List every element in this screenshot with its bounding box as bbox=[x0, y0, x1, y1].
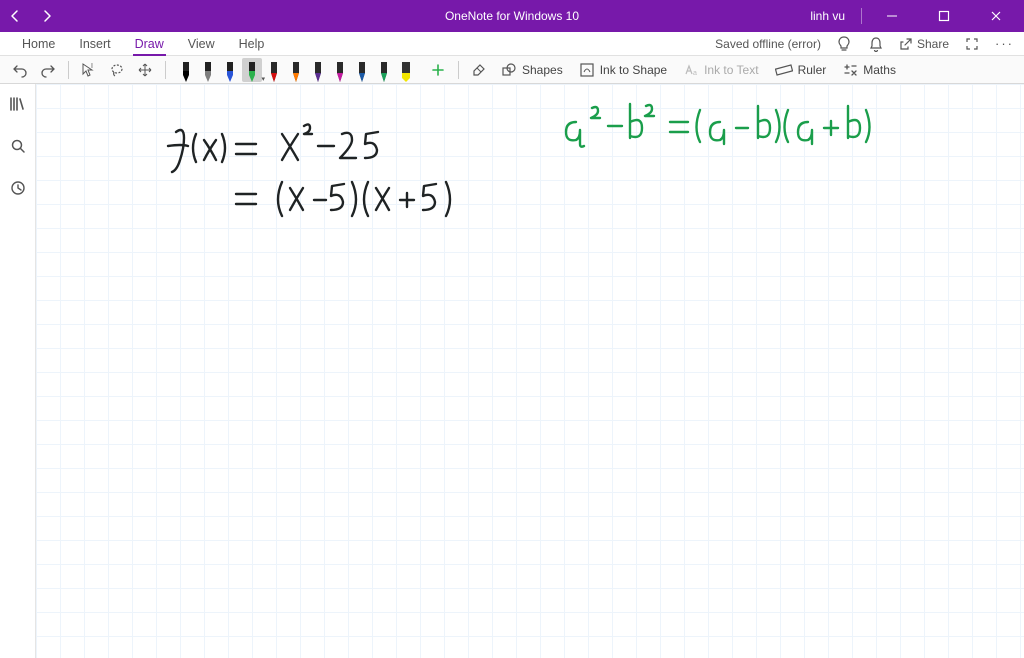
pen-2[interactable] bbox=[220, 58, 240, 82]
forward-button[interactable] bbox=[40, 9, 54, 23]
shapes-tool[interactable]: Shapes bbox=[497, 62, 567, 78]
undo-button[interactable] bbox=[10, 60, 30, 80]
share-button[interactable]: Share bbox=[899, 37, 949, 51]
ruler-tool[interactable]: Ruler bbox=[771, 63, 831, 77]
maximize-button[interactable] bbox=[922, 0, 966, 32]
more-button[interactable]: ··· bbox=[995, 35, 1014, 53]
tab-insert[interactable]: Insert bbox=[67, 32, 122, 55]
pen-3[interactable]: ▾ bbox=[242, 58, 262, 82]
notebooks-button[interactable] bbox=[8, 94, 28, 114]
svg-text:I: I bbox=[91, 63, 93, 70]
ink-to-shape-label: Ink to Shape bbox=[600, 63, 667, 77]
pen-5[interactable] bbox=[286, 58, 306, 82]
recent-button[interactable] bbox=[8, 178, 28, 198]
pen-palette: ▾ bbox=[176, 58, 416, 82]
ink-layer bbox=[36, 84, 1024, 658]
shapes-icon bbox=[501, 62, 517, 78]
left-rail bbox=[0, 84, 36, 658]
tab-draw[interactable]: Draw bbox=[123, 32, 176, 55]
draw-toolbar: I ▾ Shapes Ink to Shape a Ink to Text Ru… bbox=[0, 56, 1024, 84]
ruler-icon bbox=[775, 63, 793, 77]
pen-9[interactable] bbox=[374, 58, 394, 82]
username-label[interactable]: linh vu bbox=[810, 9, 845, 23]
save-status: Saved offline (error) bbox=[715, 37, 821, 51]
svg-text:a: a bbox=[693, 70, 697, 77]
ink-to-text-label: Ink to Text bbox=[704, 63, 758, 77]
ink-to-text-tool: a Ink to Text bbox=[679, 62, 762, 78]
text-select-tool[interactable]: I bbox=[79, 60, 99, 80]
ink-to-text-icon: a bbox=[683, 62, 699, 78]
tab-view[interactable]: View bbox=[176, 32, 227, 55]
menubar: Home Insert Draw View Help Saved offline… bbox=[0, 32, 1024, 56]
tab-help[interactable]: Help bbox=[227, 32, 277, 55]
pen-7[interactable] bbox=[330, 58, 350, 82]
maths-tool[interactable]: Maths bbox=[838, 62, 900, 78]
lasso-tool[interactable] bbox=[107, 60, 127, 80]
ink-to-shape-icon bbox=[579, 62, 595, 78]
back-button[interactable] bbox=[8, 9, 22, 23]
titlebar-divider bbox=[861, 8, 862, 24]
toolbar-separator bbox=[68, 61, 69, 79]
minimize-button[interactable] bbox=[870, 0, 914, 32]
pan-tool[interactable] bbox=[135, 60, 155, 80]
tab-home[interactable]: Home bbox=[10, 32, 67, 55]
add-pen-button[interactable] bbox=[428, 60, 448, 80]
shapes-label: Shapes bbox=[522, 63, 563, 77]
canvas-area[interactable] bbox=[36, 84, 1024, 658]
lightbulb-icon[interactable] bbox=[835, 35, 853, 53]
fullscreen-icon[interactable] bbox=[963, 35, 981, 53]
pen-0[interactable] bbox=[176, 58, 196, 82]
pen-6[interactable] bbox=[308, 58, 328, 82]
close-button[interactable] bbox=[974, 0, 1018, 32]
pen-1[interactable] bbox=[198, 58, 218, 82]
pen-4[interactable] bbox=[264, 58, 284, 82]
search-button[interactable] bbox=[8, 136, 28, 156]
toolbar-separator bbox=[165, 61, 166, 79]
toolbar-separator bbox=[458, 61, 459, 79]
pen-8[interactable] bbox=[352, 58, 372, 82]
workspace bbox=[0, 84, 1024, 658]
eraser-tool[interactable] bbox=[469, 60, 489, 80]
ink-to-shape-tool[interactable]: Ink to Shape bbox=[575, 62, 671, 78]
bell-icon[interactable] bbox=[867, 35, 885, 53]
share-label: Share bbox=[917, 37, 949, 51]
maths-label: Maths bbox=[863, 63, 896, 77]
redo-button[interactable] bbox=[38, 60, 58, 80]
maths-icon bbox=[842, 62, 858, 78]
pen-10[interactable] bbox=[396, 58, 416, 82]
titlebar: OneNote for Windows 10 linh vu bbox=[0, 0, 1024, 32]
ruler-label: Ruler bbox=[798, 63, 827, 77]
